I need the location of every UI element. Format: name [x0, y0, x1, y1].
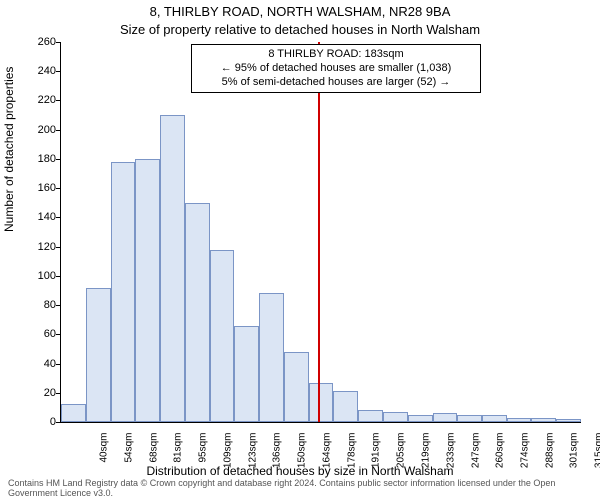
x-tick-label: 54sqm	[124, 433, 135, 473]
annotation-line: 8 THIRLBY ROAD: 183sqm	[198, 48, 474, 62]
x-tick-label: 40sqm	[99, 433, 110, 473]
annotation-box: 8 THIRLBY ROAD: 183sqm← 95% of detached …	[191, 44, 481, 93]
y-tick-mark	[56, 100, 60, 101]
histogram-bar	[135, 159, 160, 422]
histogram-bar	[507, 418, 530, 422]
histogram-bar	[482, 415, 507, 422]
histogram-chart: 8, THIRLBY ROAD, NORTH WALSHAM, NR28 9BA…	[0, 0, 600, 500]
histogram-bar	[111, 162, 134, 422]
y-tick-label: 20	[20, 387, 56, 399]
y-tick-mark	[56, 305, 60, 306]
y-tick-mark	[56, 364, 60, 365]
histogram-bar	[160, 115, 185, 422]
x-tick-label: 233sqm	[446, 433, 457, 473]
x-tick-label: 164sqm	[322, 433, 333, 473]
x-tick-label: 68sqm	[149, 433, 160, 473]
x-tick-label: 123sqm	[248, 433, 259, 473]
x-tick-label: 109sqm	[223, 433, 234, 473]
x-tick-label: 81sqm	[172, 433, 183, 473]
x-tick-label: 219sqm	[421, 433, 432, 473]
y-tick-mark	[56, 130, 60, 131]
x-tick-label: 247sqm	[471, 433, 482, 473]
histogram-bar	[457, 415, 482, 422]
y-tick-mark	[56, 334, 60, 335]
y-tick-label: 160	[20, 182, 56, 194]
histogram-bar	[383, 412, 408, 422]
x-tick-label: 136sqm	[271, 433, 282, 473]
histogram-bar	[408, 415, 433, 422]
histogram-bar	[333, 391, 358, 422]
y-tick-label: 180	[20, 153, 56, 165]
x-tick-label: 260sqm	[494, 433, 505, 473]
y-tick-mark	[56, 247, 60, 248]
y-tick-label: 200	[20, 124, 56, 136]
y-tick-mark	[56, 159, 60, 160]
chart-title-main: 8, THIRLBY ROAD, NORTH WALSHAM, NR28 9BA	[0, 4, 600, 19]
footnote: Contains HM Land Registry data © Crown c…	[8, 478, 600, 498]
y-tick-label: 240	[20, 65, 56, 77]
x-tick-label: 274sqm	[520, 433, 531, 473]
plot-area: 8 THIRLBY ROAD: 183sqm← 95% of detached …	[60, 42, 581, 423]
reference-line	[318, 42, 320, 422]
y-tick-label: 60	[20, 328, 56, 340]
histogram-bar	[210, 250, 233, 422]
annotation-line: 5% of semi-detached houses are larger (5…	[198, 76, 474, 90]
y-tick-label: 100	[20, 270, 56, 282]
y-tick-label: 0	[20, 416, 56, 428]
histogram-bar	[259, 293, 284, 422]
y-tick-label: 120	[20, 241, 56, 253]
histogram-bar	[531, 418, 556, 422]
histogram-bar	[61, 404, 86, 422]
histogram-bar	[185, 203, 210, 422]
y-tick-mark	[56, 217, 60, 218]
x-tick-label: 178sqm	[347, 433, 358, 473]
y-tick-mark	[56, 42, 60, 43]
histogram-bar	[433, 413, 456, 422]
chart-title-sub: Size of property relative to detached ho…	[0, 22, 600, 37]
y-tick-mark	[56, 422, 60, 423]
histogram-bar	[309, 383, 332, 422]
y-tick-label: 220	[20, 94, 56, 106]
x-tick-label: 95sqm	[197, 433, 208, 473]
x-tick-label: 315sqm	[593, 433, 600, 473]
x-tick-label: 191sqm	[370, 433, 381, 473]
y-tick-label: 140	[20, 211, 56, 223]
y-tick-mark	[56, 188, 60, 189]
histogram-bar	[556, 419, 581, 422]
histogram-bar	[86, 288, 111, 422]
y-tick-label: 260	[20, 36, 56, 48]
y-tick-mark	[56, 393, 60, 394]
y-axis-label: Number of detached properties	[2, 67, 16, 232]
x-tick-label: 205sqm	[395, 433, 406, 473]
y-tick-label: 80	[20, 299, 56, 311]
histogram-bar	[358, 410, 383, 422]
x-tick-label: 150sqm	[296, 433, 307, 473]
y-tick-mark	[56, 276, 60, 277]
x-tick-label: 288sqm	[545, 433, 556, 473]
annotation-line: ← 95% of detached houses are smaller (1,…	[198, 62, 474, 76]
x-tick-label: 301sqm	[568, 433, 579, 473]
histogram-bar	[284, 352, 309, 422]
histogram-bar	[234, 326, 259, 422]
y-tick-label: 40	[20, 358, 56, 370]
y-tick-mark	[56, 71, 60, 72]
